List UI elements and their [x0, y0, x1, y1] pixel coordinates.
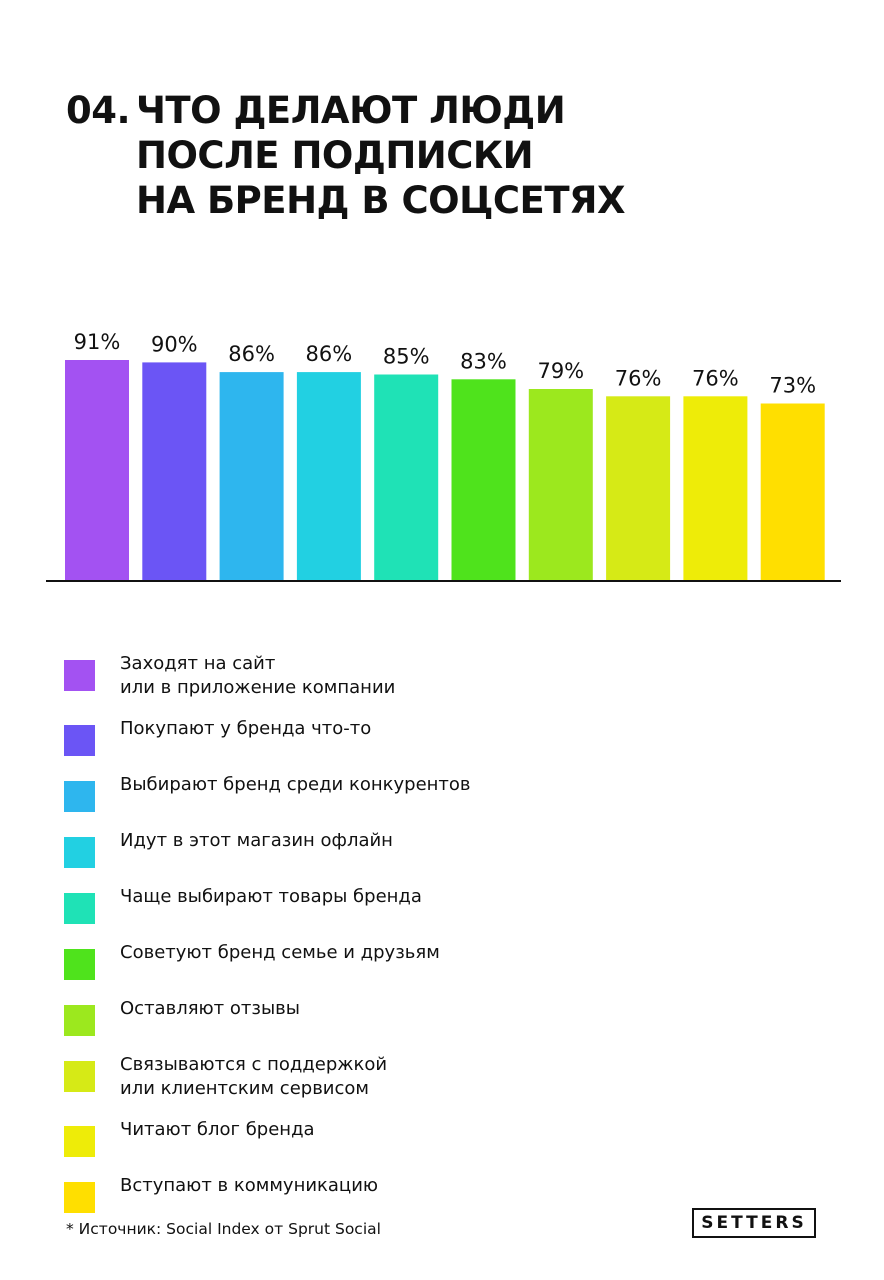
setters-logo: SETTERS — [692, 1208, 816, 1238]
legend-label-line: Связываются с поддержкой — [120, 1054, 388, 1075]
bar-5 — [374, 374, 439, 580]
title-line-2: ПОСЛЕ ПОДПИСКИ — [136, 134, 534, 177]
bar-value-label-9: 76% — [692, 366, 739, 390]
legend-item-8: Связываются с поддержкой или клиентским с… — [64, 1053, 720, 1101]
bar-value-label-2: 90% — [151, 332, 198, 356]
legend-item-2: Покупают у бренда что-то — [64, 717, 720, 756]
legend-label: Заходят на сайт или в приложение компании — [120, 652, 720, 700]
bar-value-label-3: 86% — [228, 342, 275, 366]
bar-4 — [296, 372, 361, 580]
legend-item-6: Советуют бренд семье и друзьям — [64, 941, 720, 980]
legend-label: Оставляют отзывы — [120, 997, 720, 1021]
legend-swatch — [64, 1005, 95, 1036]
legend-swatch — [64, 725, 95, 756]
legend-label: Советуют бренд семье и друзьям — [120, 941, 720, 965]
title-number: 04. — [66, 89, 131, 132]
bar-value-label-7: 79% — [537, 359, 584, 383]
legend-swatch — [64, 893, 95, 924]
legend-swatch — [64, 660, 95, 691]
legend-label: Связываются с поддержкой или клиентским с… — [120, 1053, 720, 1101]
bar-3 — [219, 372, 284, 580]
legend-label-line: Заходят на сайт — [120, 653, 276, 674]
bar-value-label-1: 91% — [74, 330, 121, 354]
legend-swatch — [64, 1182, 95, 1213]
legend-label-line: Выбирают бренд среди конкурентов — [120, 774, 471, 795]
bar-value-label-4: 86% — [306, 342, 353, 366]
legend-label-line: Оставляют отзывы — [120, 998, 300, 1019]
legend-label: Выбирают бренд среди конкурентов — [120, 773, 720, 797]
legend-label-line: Вступают в коммуникацию — [120, 1175, 379, 1196]
legend-label: Идут в этот магазин офлайн — [120, 829, 720, 853]
legend-label-line: Советуют бренд семье и друзьям — [120, 942, 440, 963]
legend-label-line: Покупают у бренда что-то — [120, 718, 372, 739]
bar-chart: 91% 90% 86% 86% 85% 83% 79% 76% 76% 73% — [46, 330, 841, 582]
bar-6 — [451, 379, 516, 580]
bar-7 — [528, 389, 593, 580]
legend-label-line: Идут в этот магазин офлайн — [120, 830, 393, 851]
legend-item-7: Оставляют отзывы — [64, 997, 720, 1036]
legend-item-4: Идут в этот магазин офлайн — [64, 829, 720, 868]
bar-value-label-6: 83% — [460, 349, 507, 373]
bar-1 — [65, 360, 129, 580]
legend-item-5: Чаще выбирают товары бренда — [64, 885, 720, 924]
source-note: * Источник: Social Index от Sprut Social — [66, 1220, 381, 1238]
legend-label: Вступают в коммуникацию — [120, 1174, 720, 1198]
legend-label-line: Чаще выбирают товары бренда — [120, 886, 422, 907]
title-line-3: НА БРЕНД В СОЦСЕТЯХ — [136, 179, 626, 222]
legend-item-9: Читают блог бренда — [64, 1118, 720, 1157]
legend-swatch — [64, 781, 95, 812]
bar-9 — [683, 396, 748, 580]
page-title: 04. ЧТО ДЕЛАЮТ ЛЮДИ ПОСЛЕ ПОДПИСКИ НА БРЕ… — [66, 88, 626, 223]
legend-swatch — [64, 1061, 95, 1092]
bar-2 — [142, 362, 207, 580]
title-line-1: 04. ЧТО ДЕЛАЮТ ЛЮДИ — [66, 89, 566, 132]
legend-swatch — [64, 949, 95, 980]
bar-8 — [606, 396, 671, 580]
bar-10 — [760, 403, 825, 580]
bar-value-label-8: 76% — [615, 366, 662, 390]
legend-swatch — [64, 837, 95, 868]
bar-value-label-5: 85% — [383, 345, 430, 369]
legend-label: Чаще выбирают товары бренда — [120, 885, 720, 909]
legend-label-line: Читают блог бренда — [120, 1119, 315, 1140]
legend-swatch — [64, 1126, 95, 1157]
legend-label-line: или клиентским сервисом — [120, 1078, 369, 1099]
legend-item-10: Вступают в коммуникацию — [64, 1174, 720, 1213]
bar-value-label-10: 73% — [769, 374, 816, 398]
legend-item-3: Выбирают бренд среди конкурентов — [64, 773, 720, 812]
legend-item-1: Заходят на сайт или в приложение компании — [64, 652, 720, 700]
legend-label: Читают блог бренда — [120, 1118, 720, 1142]
chart-legend: Заходят на сайт или в приложение компании… — [64, 652, 720, 1230]
legend-label-line: или в приложение компании — [120, 677, 396, 698]
legend-label: Покупают у бренда что-то — [120, 717, 720, 741]
